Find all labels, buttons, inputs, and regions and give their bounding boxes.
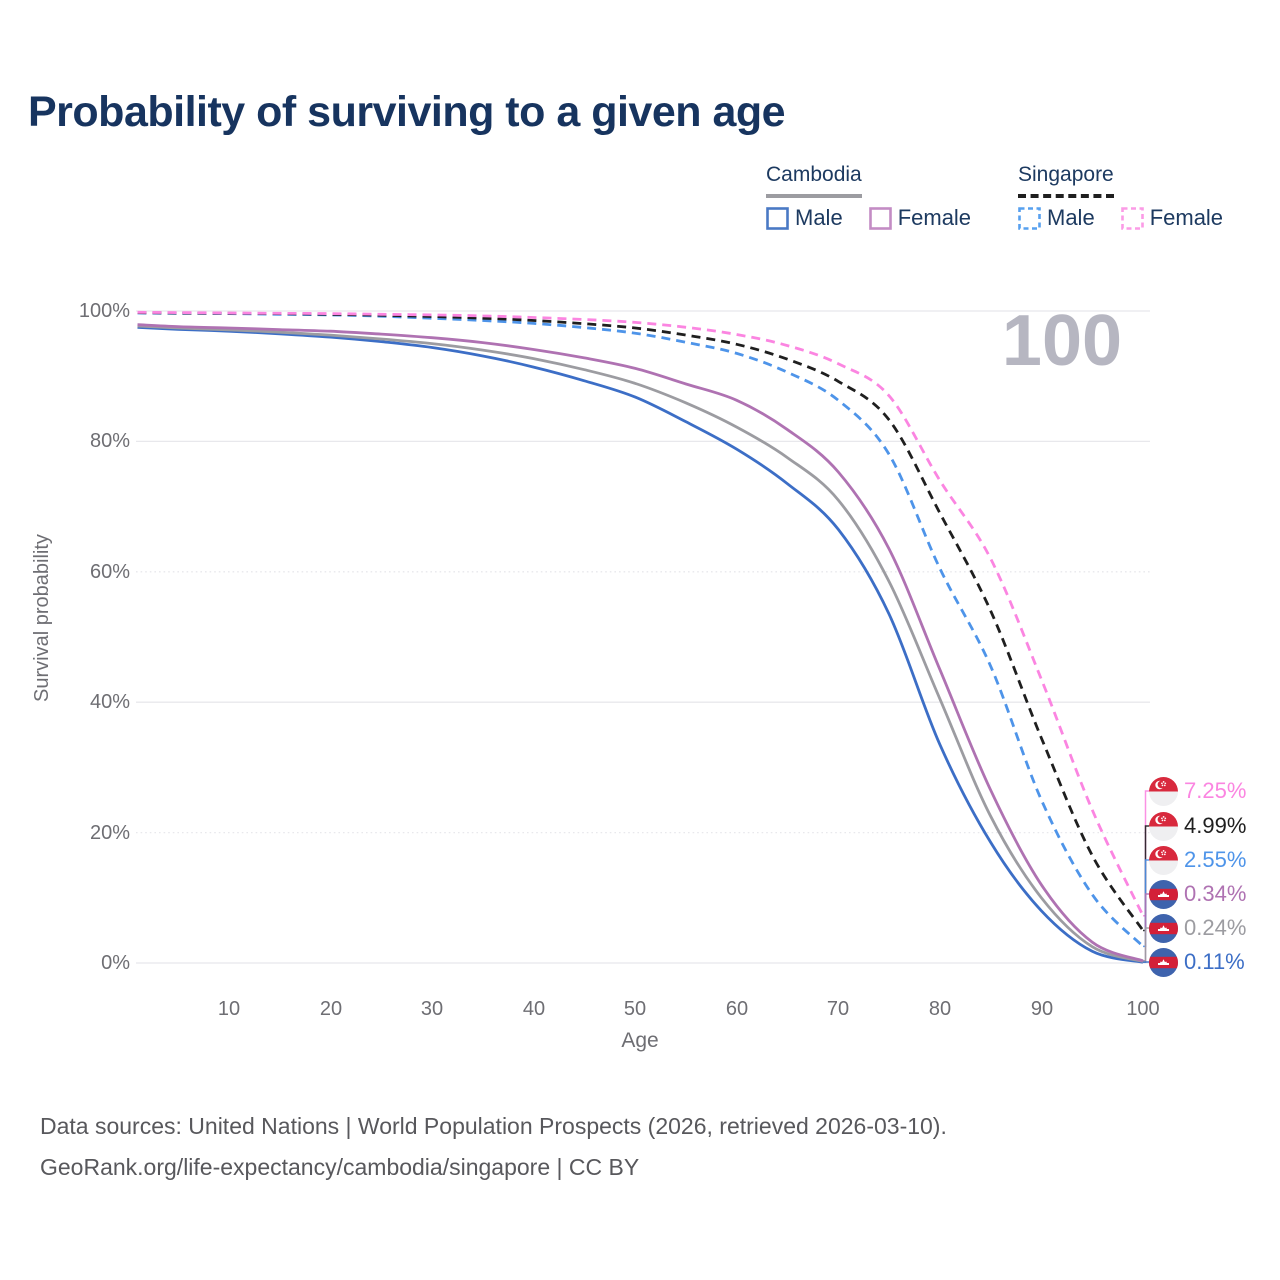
legend-item-label: Female (1149, 205, 1224, 230)
end-label-singapore-female: 7.25% (1149, 776, 1246, 806)
cambodia-flag-icon (1149, 879, 1178, 909)
x-tick-label: 20 (319, 998, 343, 1020)
end-label-singapore-total: 4.99% (1149, 811, 1246, 841)
legend-item-cambodia-male[interactable]: Male (766, 205, 843, 231)
cambodia-flag-icon (1149, 947, 1178, 977)
end-label-cambodia-male: 0.11% (1149, 947, 1245, 977)
x-tick-label: 60 (725, 998, 749, 1020)
x-tick-label: 40 (522, 998, 546, 1020)
x-tick-label: 100 (1126, 998, 1160, 1020)
legend-item-singapore-female[interactable]: Female (1120, 205, 1224, 231)
y-tick-label: 0% (101, 952, 130, 974)
legend-item-cambodia-female[interactable]: Female (868, 205, 972, 231)
singapore-flag-icon (1149, 845, 1178, 875)
legend-swatch-cambodia-male-icon (766, 206, 789, 230)
age-watermark: 100 (1001, 301, 1123, 381)
singapore-flag-icon (1149, 776, 1178, 806)
legend-country-singapore[interactable]: Singapore (1018, 163, 1114, 198)
footer-line-2: GeoRank.org/life-expectancy/cambodia/sin… (40, 1154, 640, 1180)
x-axis-title: Age (621, 1029, 659, 1052)
end-value: 7.25% (1184, 778, 1247, 803)
x-tick-label: 50 (623, 998, 647, 1020)
series-line-cambodia-total (137, 324, 1144, 963)
y-tick-label: 60% (89, 561, 130, 583)
end-label-singapore-male: 2.55% (1149, 845, 1246, 875)
singapore-flag-icon (1149, 811, 1178, 841)
footer-line-1: Data sources: United Nations | World Pop… (40, 1113, 947, 1139)
x-tick-label: 80 (928, 998, 952, 1020)
legend-group-cambodia: Cambodia Male Female (766, 163, 971, 231)
x-tick-label: 90 (1030, 998, 1054, 1020)
y-axis-title: Survival probability (31, 534, 53, 702)
data-sources-footer: Data sources: United Nations | World Pop… (40, 1106, 947, 1188)
series-line-singapore-male (137, 311, 1145, 948)
y-tick-label: 80% (89, 430, 130, 452)
legend-swatch-singapore-male-icon (1018, 206, 1041, 230)
legend-item-label: Female (897, 205, 972, 230)
y-tick-label: 20% (89, 822, 130, 844)
x-tick-label: 70 (826, 998, 850, 1020)
end-value: 0.34% (1184, 881, 1247, 906)
page-title: Probability of surviving to a given age (28, 88, 786, 136)
end-value: 0.24% (1184, 915, 1247, 940)
series-line-singapore-total (137, 311, 1145, 932)
end-value: 2.55% (1184, 847, 1247, 872)
x-tick-label: 10 (217, 998, 241, 1020)
legend-item-label: Male (795, 205, 843, 230)
y-tick-label: 40% (89, 691, 130, 713)
legend-item-label: Male (1047, 205, 1095, 230)
legend-group-singapore: Singapore Male Female (1018, 163, 1223, 231)
series-line-singapore-female (137, 310, 1145, 917)
end-label-cambodia-total: 0.24% (1149, 913, 1246, 943)
legend-swatch-singapore-female-icon (1120, 206, 1144, 230)
end-label-cambodia-female: 0.34% (1149, 879, 1246, 909)
series-line-cambodia-female (137, 323, 1144, 963)
y-tick-label: 100% (78, 300, 130, 322)
end-value: 4.99% (1184, 813, 1247, 838)
legend-swatch-cambodia-female-icon (868, 206, 892, 230)
cambodia-flag-icon (1149, 913, 1178, 943)
legend-country-cambodia[interactable]: Cambodia (766, 163, 862, 198)
x-tick-label: 30 (420, 998, 444, 1020)
end-value: 0.11% (1184, 949, 1245, 974)
leader-line (1143, 927, 1150, 963)
legend-item-singapore-male[interactable]: Male (1018, 205, 1095, 231)
series-line-cambodia-male (137, 325, 1144, 964)
